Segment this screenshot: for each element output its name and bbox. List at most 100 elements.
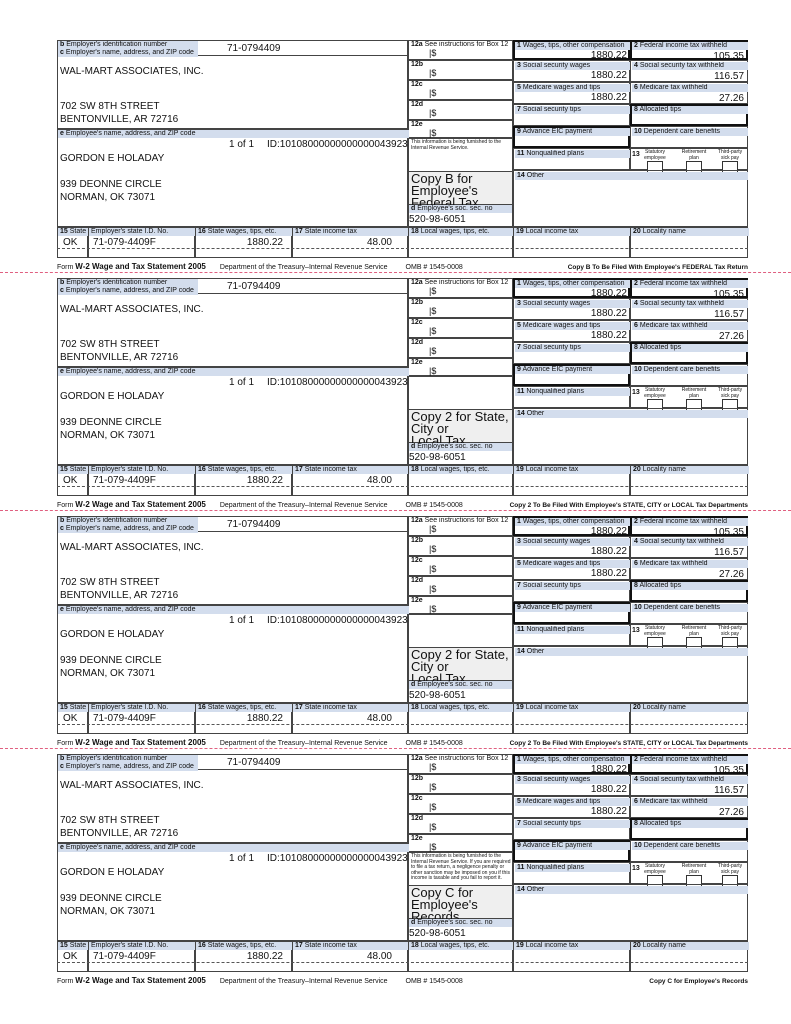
ein-label: Employer's identification number [66,755,168,762]
box12-amount[interactable]: |$ [429,366,437,376]
box4-value: 116.57 [714,309,744,320]
box18-cell [408,465,513,496]
box6 [630,796,748,818]
box6-label: Medicare tax withheld [639,798,708,805]
box20-header: 20 Locality name [631,942,749,950]
page-count: 1 of 1 [229,377,255,388]
box12-code-label: 12b [411,537,424,544]
box7-label: Social security tips [522,344,581,351]
box12-b [408,536,513,556]
box12-amount[interactable]: |$ [429,802,437,812]
employer-header: c Employer's name, address, and ZIP code [58,287,198,295]
box12-amount[interactable]: |$ [429,564,437,574]
box5-label: Medicare wages and tips [522,560,601,567]
third-party-sick-pay-label: Third-party sick pay [717,625,743,637]
retirement-plan-label: Retirement plan [681,625,707,637]
statutory-employee-label: Statutory employee [644,863,666,875]
box12-amount[interactable]: |$ [429,108,437,118]
box17-cell [292,465,408,496]
box4-label: Social security tax withheld [639,62,724,69]
state-id-label: Employer's state I.D. No. [91,704,169,711]
box12-amount[interactable]: |$ [429,306,437,316]
dept-text: Department of the Treasury–Internal Reve… [219,978,388,985]
box3-header: 3 Social security wages [515,538,630,546]
box4 [630,60,748,82]
ssn-header: d Employee's soc. sec. no [409,443,512,451]
box5 [513,82,630,104]
box3-label: Social security wages [522,538,591,545]
box12-amount[interactable]: |$ [429,842,437,852]
box12-code-label: 12b [411,299,424,306]
box16-label: State wages, tips, etc. [207,228,277,235]
state-id-cell [88,465,195,496]
form-name: W-2 Wage and Tax Statement 2005 [75,500,206,509]
box10-label: Dependent care benefits [643,604,721,611]
box8-label: Allocated tips [639,582,682,589]
box12-code-label: 12c [411,557,423,564]
box12-amount[interactable]: |$ [429,128,437,138]
box18-label: Local wages, tips, etc. [420,466,490,473]
box14-label: Other [526,886,545,893]
employer-name: WAL-MART ASSOCIATES, INC. [60,304,204,315]
box12-amount[interactable]: |$ [429,346,437,356]
box3-value: 1880.22 [590,308,627,319]
ssn-box: d Employee's soc. sec. no 520-98-6051 [408,205,513,227]
form-prefix: Form [57,264,74,271]
box12-e [408,120,513,138]
box17-label: State income tax [304,466,357,473]
box12-amount[interactable]: |$ [429,604,437,614]
box12-amount[interactable]: |$ [429,782,437,792]
box12-e [408,358,513,376]
statutory-employee-label: Statutory employee [644,625,666,637]
box18-label: Local wages, tips, etc. [420,942,490,949]
employer-name: WAL-MART ASSOCIATES, INC. [60,542,204,553]
employer-address2: BENTONVILLE, AR 72716 [60,352,179,363]
state-id-value: 71-079-4409F [93,237,156,248]
omb-number: OMB # 1545-0008 [405,502,463,509]
box12-amount[interactable]: |$ [429,822,437,832]
box12-amount[interactable]: |$ [429,286,437,296]
box1-header: 1 Wages, tips, other compensation [515,518,630,526]
box4-header: 4 Social security tax withheld [632,300,748,308]
employer-header: c Employer's name, address, and ZIP code [58,525,198,533]
box1-value: 1880.22 [590,764,627,775]
box6 [630,82,748,104]
box12-amount[interactable]: |$ [429,88,437,98]
box2 [630,40,748,60]
employee-section [57,367,408,465]
employee-id: ID:10108000000000000043923 [267,139,408,150]
box12-amount[interactable]: |$ [429,68,437,78]
box12-amount[interactable]: |$ [429,524,437,534]
box12-amount[interactable]: |$ [429,762,437,772]
box12-b [408,774,513,794]
retirement-plan-label: Retirement plan [681,387,707,399]
employee-header: e Employee's name, address, and ZIP code [58,368,409,376]
box12-code-label: 12d [411,339,424,346]
box12-amount[interactable]: |$ [429,584,437,594]
form-title: Form W-2 Wage and Tax Statement 2005 [57,500,206,510]
box12-amount[interactable]: |$ [429,544,437,554]
employee-address1: 939 DEONNE CIRCLE [60,179,162,190]
box6-value: 27.26 [718,93,744,104]
dept-text: Department of the Treasury–Internal Reve… [219,502,388,509]
box19-label: Local income tax [525,228,579,235]
employer-label: Employer's name, address, and ZIP code [65,49,194,56]
box2-label: Federal income tax withheld [639,756,728,763]
box12-amount[interactable]: |$ [429,48,437,58]
box14-label: Other [526,648,545,655]
box12-amount[interactable]: |$ [429,326,437,336]
box5-value: 1880.22 [590,330,627,341]
form-prefix: Form [57,978,74,985]
box4-label: Social security tax withheld [639,538,724,545]
box17-value: 48.00 [366,713,392,724]
box16-value: 1880.22 [246,237,283,248]
box16-cell [195,465,292,496]
box7-label: Social security tips [522,820,581,827]
employee-label: Employee's name, address, and ZIP code [65,368,196,375]
box18-label: Local wages, tips, etc. [420,704,490,711]
box3-label: Social security wages [522,776,591,783]
box12-b [408,60,513,80]
box3-header: 3 Social security wages [515,62,630,70]
box6-label: Medicare tax withheld [639,84,708,91]
omb-number: OMB # 1545-0008 [405,264,463,271]
